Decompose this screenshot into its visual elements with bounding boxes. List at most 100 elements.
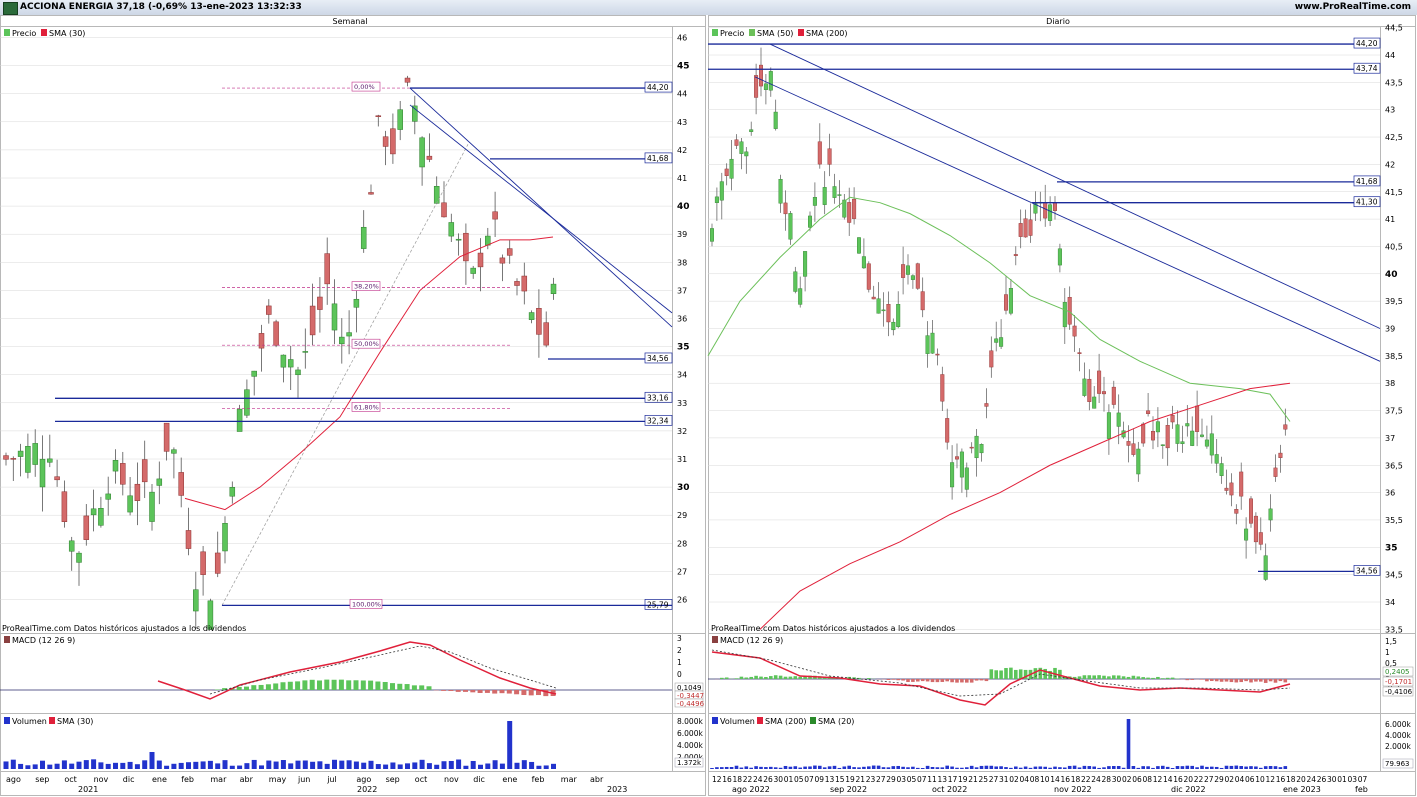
daily-vol-bar [1072,765,1077,769]
daily-macd-bar [1224,679,1229,682]
daily-legend-sma50-swatch [749,29,755,36]
daily-day-label: 14 [1163,775,1173,784]
weekly-fib-label: 61,80% [354,403,379,411]
daily-day-label: 22 [743,775,753,784]
weekly-month-label: mar [561,775,578,784]
weekly-candle [382,136,389,147]
daily-vol-bar [1097,767,1101,769]
daily-price-tick: 37 [1385,434,1395,443]
weekly-macd-bar [287,681,293,690]
weekly-macd-bar [331,679,337,690]
daily-macd-tick: 1 [1385,648,1390,657]
weekly-price-tick: 35 [677,343,690,353]
daily-footer: ProRealTime.com Datos históricos ajustad… [711,623,955,633]
daily-vol-bar [1087,766,1092,769]
daily-candle [852,198,857,219]
weekly-candle [141,459,148,483]
daily-macd-bar [783,676,788,679]
daily-macd-bar [1087,675,1092,679]
weekly-candle [536,308,542,335]
weekly-candle [514,281,520,286]
weekly-vol-bar [105,763,111,769]
weekly-chart[interactable]: 2627282930313233343536373839404142434445… [0,34,705,795]
daily-macd-bar [935,679,940,683]
daily-macd-bar [911,679,915,682]
daily-macd-bar [857,677,861,679]
weekly-macd-bar [309,679,315,690]
daily-macd-bar [1112,675,1116,679]
daily-candle [778,179,783,204]
daily-candle [1155,421,1160,433]
daily-title: Diario [1046,17,1070,26]
weekly-macd-bar [448,690,454,691]
weekly-vol-bar [259,765,264,769]
daily-day-label: 18 [733,775,743,784]
weekly-macd-bar [514,690,520,695]
daily-vol-bar [813,765,817,769]
weekly-vol-bar [10,759,16,769]
daily-day-label: 06 [1245,775,1255,784]
daily-candle [842,199,847,218]
daily-day-label: 06 [1132,775,1142,784]
weekly-vol-bar [295,760,301,769]
weekly-candle [419,137,425,168]
weekly-macd-tick: 0 [677,670,682,679]
daily-legend-price-swatch [712,29,718,36]
weekly-vol-bar [361,762,367,769]
daily-day-label: 02 [1009,775,1019,784]
charts-canvas[interactable]: 2627282930313233343536373839404142434445… [0,15,1417,797]
weekly-month-label: dic [123,775,135,784]
weekly-candle [105,493,111,500]
daily-vol-bar [783,765,788,769]
daily-vol-bar [989,765,994,769]
weekly-candle [433,186,440,204]
daily-day-label: 18 [1071,775,1081,784]
daily-vol-bar [960,767,964,769]
weekly-candle [309,305,316,336]
daily-candle [974,435,979,459]
weekly-macd-bar [484,690,490,693]
weekly-macd-bar [404,684,410,690]
weekly-vol-bar [324,763,330,769]
daily-candle [1028,219,1033,236]
weekly-vol-bar [54,763,60,769]
weekly-vol-sma-legend: SMA (30) [57,717,93,726]
daily-day-label: 08 [1030,775,1040,784]
daily-macd-bar [906,679,910,683]
daily-month-label: ene 2023 [1283,785,1321,794]
site-url[interactable]: www.ProRealTime.com [1294,2,1411,12]
daily-level-label-box [1353,62,1381,74]
weekly-price-tick: 29 [677,511,687,520]
daily-candle [1283,424,1288,430]
weekly-candle [244,389,250,416]
daily-vol-bar [754,766,758,769]
daily-candle [857,237,862,254]
weekly-level-label-box [644,414,673,426]
daily-vol-bar [1063,767,1067,769]
daily-level-label: 34,56 [1356,566,1378,575]
weekly-month-label: jun [297,775,310,784]
daily-macd-bar [744,677,749,679]
weekly-year-label: 2023 [607,785,627,794]
weekly-candle [178,472,184,496]
weekly-candle [90,508,97,516]
daily-vol-bar [891,766,896,769]
weekly-macd-bar [368,680,374,690]
daily-candle [1023,218,1028,238]
weekly-candle [331,303,338,331]
weekly-vol-bar [456,759,462,769]
daily-vol-bar [729,766,734,769]
daily-price-tick: 35 [1385,543,1398,553]
daily-vol-bar [847,765,851,769]
weekly-month-label: jul [326,775,337,784]
daily-candle [1160,444,1165,446]
daily-macd-value: -0,4106 [1385,688,1413,696]
daily-candle [1146,410,1151,414]
daily-day-label: 30 [1112,775,1122,784]
weekly-macd-swatch [4,636,10,643]
daily-macd-bar [974,679,979,681]
daily-chart[interactable]: 33,5 34 34,5 35 35,5 36 36,5 37 37,5 38 38,5 39 39,5… [707,15,1414,794]
daily-vol-bar [818,765,822,769]
daily-vol-bar [749,767,753,769]
daily-month-label: dic 2022 [1171,785,1206,794]
